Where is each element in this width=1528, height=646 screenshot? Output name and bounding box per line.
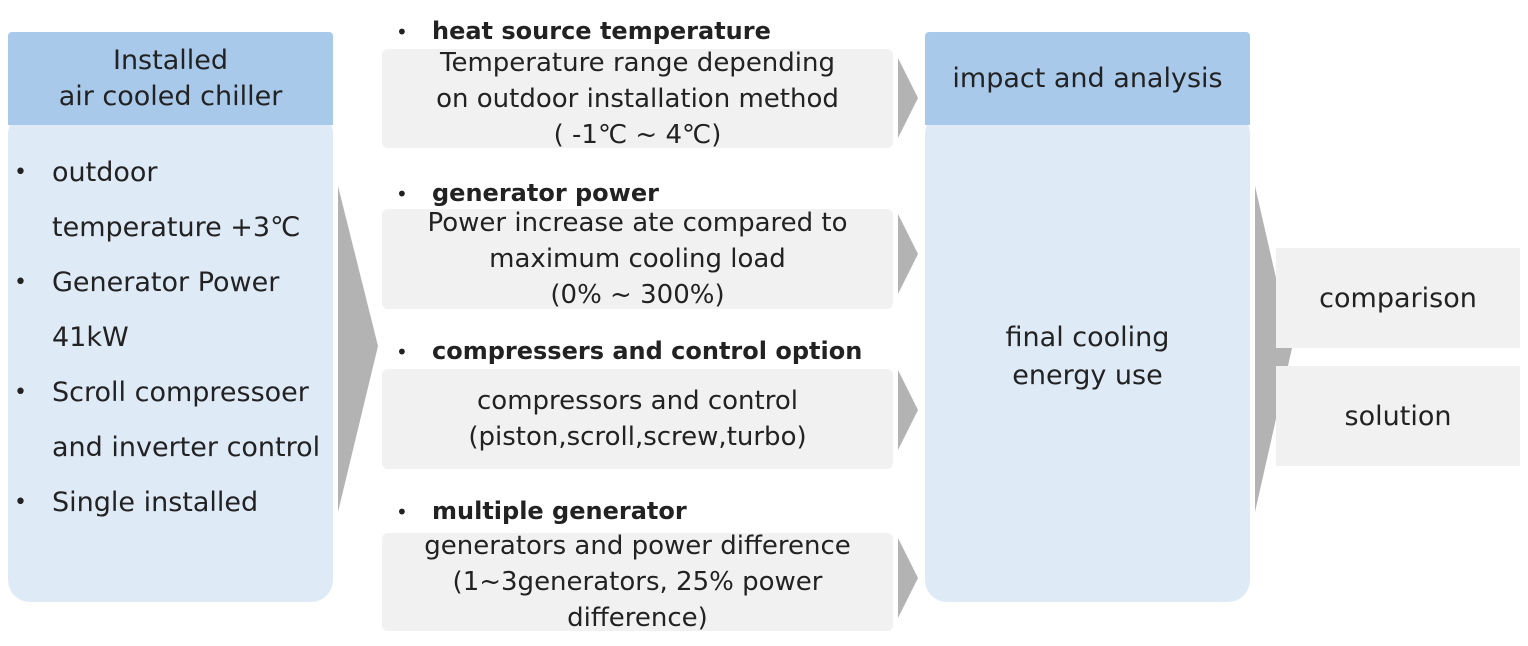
section-title-multiple-generator: • multiple generator <box>396 497 687 525</box>
left-list-item: Scroll compressoer and inverter control <box>14 365 332 475</box>
section-title-generator-power: • generator power <box>396 179 659 207</box>
section-box-compressors: compressors and control (piston,scroll,s… <box>382 369 893 469</box>
output-box-comparison: comparison <box>1276 248 1520 348</box>
left-list-item: Generator Power 41kW <box>14 255 332 365</box>
section-box-generator-power: Power increase ate compared to maximum c… <box>382 208 893 310</box>
section-box-heat-source: Temperature range depending on outdoor i… <box>382 48 893 150</box>
left-list-item: Single installed <box>14 475 332 530</box>
section-box-multiple-generator: generators and power difference (1~3gene… <box>382 531 893 633</box>
big-arrow-left <box>338 186 378 512</box>
section-title-text: heat source temperature <box>432 17 771 45</box>
small-arrow-4 <box>898 538 918 618</box>
right-panel-body: final cooling energy use <box>925 112 1250 602</box>
output-box-solution: solution <box>1276 366 1520 466</box>
small-arrow-2 <box>898 214 918 294</box>
small-arrow-3 <box>898 370 918 450</box>
left-panel-list: outdoor temperature +3℃ Generator Power … <box>14 145 332 530</box>
small-arrow-1 <box>898 58 918 138</box>
section-title-text: compressers and control option <box>432 337 863 365</box>
left-panel-header: Installed air cooled chiller <box>8 32 333 125</box>
big-arrow-right <box>1255 186 1292 512</box>
right-panel-header: impact and analysis <box>925 32 1250 125</box>
section-title-text: generator power <box>432 179 659 207</box>
section-title-compressors: • compressers and control option <box>396 337 863 365</box>
section-title-heat-source: • heat source temperature <box>396 17 771 45</box>
left-list-item: outdoor temperature +3℃ <box>14 145 332 255</box>
section-title-text: multiple generator <box>432 497 687 525</box>
